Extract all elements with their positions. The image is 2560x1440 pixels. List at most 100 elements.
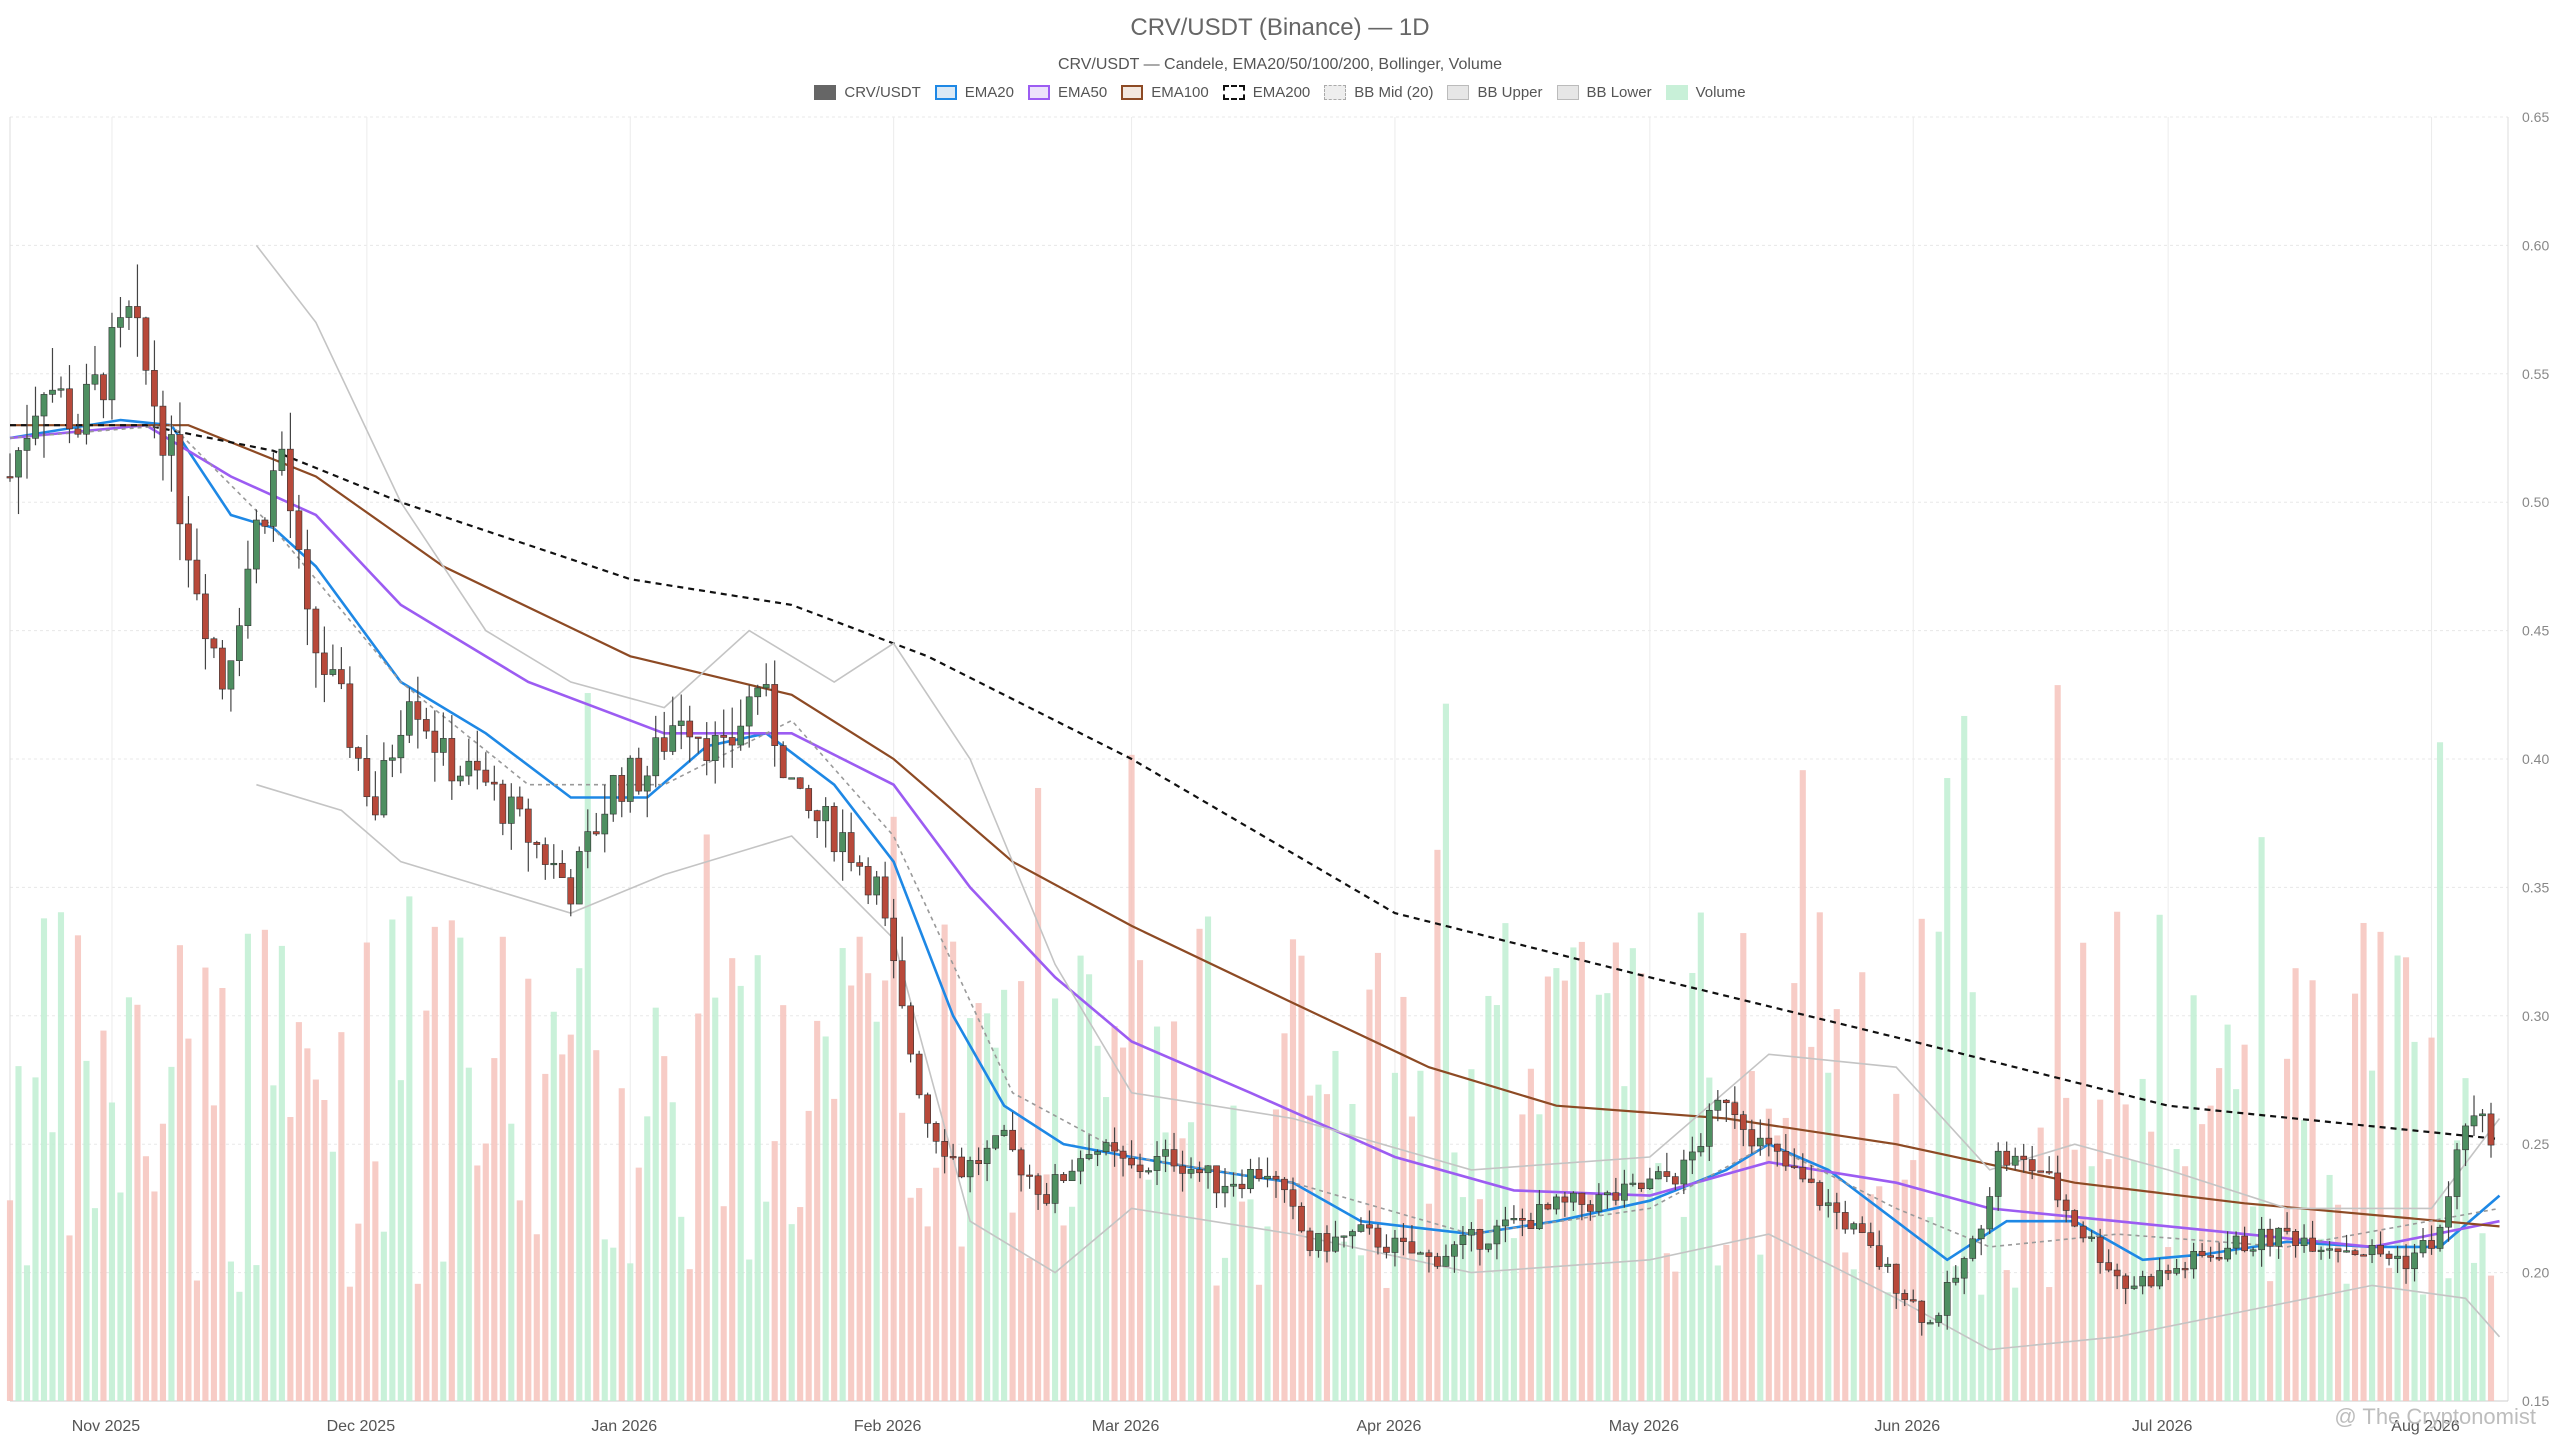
volume-bar xyxy=(703,834,710,1401)
legend-item[interactable]: BB Upper xyxy=(1447,84,1543,101)
candle xyxy=(2453,1142,2461,1210)
candle-body xyxy=(1705,1109,1713,1147)
volume-bar xyxy=(1213,1285,1220,1401)
candle-body xyxy=(1909,1299,1917,1302)
candle xyxy=(1349,1229,1356,1249)
candle-body xyxy=(270,470,277,527)
candle xyxy=(983,1140,991,1182)
candle xyxy=(1051,1163,1059,1214)
volume-bar xyxy=(1748,1071,1755,1401)
volume-bar xyxy=(1714,1265,1721,1401)
candle-body xyxy=(847,832,855,863)
volume-bar xyxy=(967,1018,974,1401)
candle xyxy=(1952,1265,1960,1286)
candle xyxy=(1000,1124,1008,1137)
series-line xyxy=(256,783,2501,1351)
candle xyxy=(2377,1231,2384,1257)
volume-bar xyxy=(66,1235,73,1401)
candle xyxy=(1765,1118,1773,1157)
candle xyxy=(2360,1253,2367,1257)
candle xyxy=(1145,1167,1152,1175)
candle-body xyxy=(2096,1236,2104,1263)
candle xyxy=(592,812,600,836)
volume-bar xyxy=(329,1151,336,1401)
volume-bar xyxy=(975,1003,982,1401)
candle-body xyxy=(1349,1231,1356,1237)
legend-item[interactable]: BB Lower xyxy=(1556,84,1652,101)
volume-bar xyxy=(32,1077,39,1401)
candle-body xyxy=(533,842,541,845)
candle-body xyxy=(1697,1146,1705,1153)
legend-item[interactable]: EMA100 xyxy=(1121,84,1209,101)
volume-bar xyxy=(1247,1199,1254,1401)
candle-body xyxy=(813,810,821,822)
candle xyxy=(1425,1249,1433,1273)
volume-bar xyxy=(304,1048,311,1401)
candle xyxy=(1570,1191,1577,1212)
legend-item[interactable]: Volume xyxy=(1665,84,1746,101)
volume-bar xyxy=(2402,957,2410,1401)
candle xyxy=(6,453,14,482)
candle-body xyxy=(677,720,685,726)
x-tick-label: Apr 2026 xyxy=(1356,1418,1421,1435)
candle xyxy=(1017,1147,1025,1192)
volume-bar xyxy=(2462,1078,2469,1401)
volume-bar xyxy=(355,1223,362,1401)
candle xyxy=(1179,1150,1186,1192)
candle xyxy=(907,1002,914,1063)
volume-bar xyxy=(440,1261,447,1401)
candle xyxy=(2147,1273,2155,1288)
candle xyxy=(227,660,235,712)
volume-bar xyxy=(2088,1166,2095,1401)
legend-item[interactable]: EMA200 xyxy=(1222,84,1311,101)
volume-bar xyxy=(1094,1045,1101,1401)
candle xyxy=(524,798,532,872)
candle xyxy=(2436,1224,2444,1252)
series-line xyxy=(255,244,2501,1210)
candle xyxy=(533,840,541,859)
candle-body xyxy=(2411,1252,2418,1270)
legend-item[interactable]: BB Mid (20) xyxy=(1324,84,1433,101)
candle-body xyxy=(2351,1250,2359,1256)
volume-bar xyxy=(1740,933,1747,1401)
candle-body xyxy=(2156,1270,2163,1287)
volume-bar xyxy=(1400,996,1407,1401)
legend-item[interactable]: EMA50 xyxy=(1027,84,1107,101)
candle-body xyxy=(2368,1245,2376,1256)
candle xyxy=(720,709,728,768)
candle xyxy=(1986,1187,1994,1235)
candle xyxy=(1170,1132,1178,1172)
volume-bar xyxy=(1264,1226,1271,1401)
volume-bar xyxy=(899,1112,906,1401)
candle-body xyxy=(1459,1234,1467,1245)
candle-body xyxy=(355,747,362,759)
volume-bar xyxy=(907,1197,914,1401)
volume-bar xyxy=(712,997,719,1401)
legend-item[interactable]: EMA20 xyxy=(934,84,1014,101)
volume-bar xyxy=(91,1208,99,1401)
candle xyxy=(2249,1247,2257,1257)
candle-body xyxy=(864,866,872,896)
candle-body xyxy=(771,684,779,746)
candle-body xyxy=(507,796,515,824)
candle-body xyxy=(1824,1202,1832,1206)
candle xyxy=(728,707,736,768)
candle-body xyxy=(2241,1235,2248,1252)
candle-body xyxy=(830,806,838,853)
legend-label: EMA200 xyxy=(1252,84,1311,101)
candle xyxy=(49,348,56,403)
candle xyxy=(219,640,226,700)
candle-body xyxy=(1739,1114,1747,1130)
legend-item[interactable]: CRV/USDT xyxy=(814,84,921,101)
candle-body xyxy=(2054,1172,2062,1201)
volume-bar xyxy=(644,1116,651,1401)
candle xyxy=(2309,1220,2316,1252)
candle-body xyxy=(329,669,337,675)
candle xyxy=(15,447,22,515)
volume-bar xyxy=(2165,1247,2172,1401)
volume-bar xyxy=(338,1032,345,1401)
volume-bar xyxy=(2258,837,2265,1401)
candle xyxy=(1247,1158,1254,1194)
volume-bar xyxy=(1026,1258,1033,1401)
volume-bar xyxy=(720,1206,727,1401)
